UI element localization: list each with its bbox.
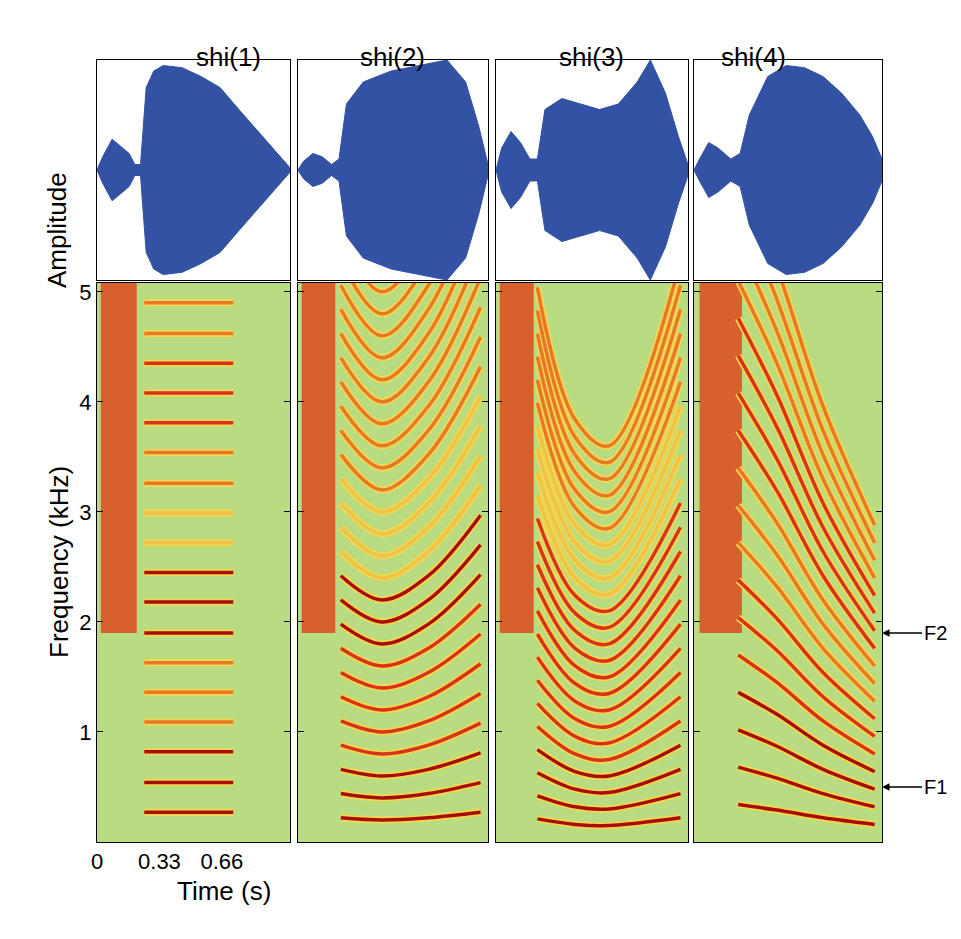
svg-text:shi(2): shi(2) [360, 42, 425, 72]
svg-text:F2: F2 [924, 622, 947, 644]
svg-text:4: 4 [79, 390, 91, 415]
svg-text:F1: F1 [924, 776, 947, 798]
svg-text:0.66: 0.66 [200, 849, 243, 874]
svg-text:Amplitude: Amplitude [42, 172, 72, 288]
svg-text:3: 3 [79, 500, 91, 525]
svg-text:shi(1): shi(1) [196, 42, 261, 72]
svg-text:2: 2 [79, 610, 91, 635]
svg-text:shi(3): shi(3) [559, 42, 624, 72]
svg-text:0.33: 0.33 [138, 849, 181, 874]
svg-text:shi(4): shi(4) [721, 42, 786, 72]
svg-text:Frequency (kHz): Frequency (kHz) [44, 466, 74, 658]
svg-text:0: 0 [91, 849, 103, 874]
svg-text:5: 5 [79, 280, 91, 305]
svg-text:1: 1 [79, 720, 91, 745]
svg-text:Time (s): Time (s) [177, 876, 271, 906]
